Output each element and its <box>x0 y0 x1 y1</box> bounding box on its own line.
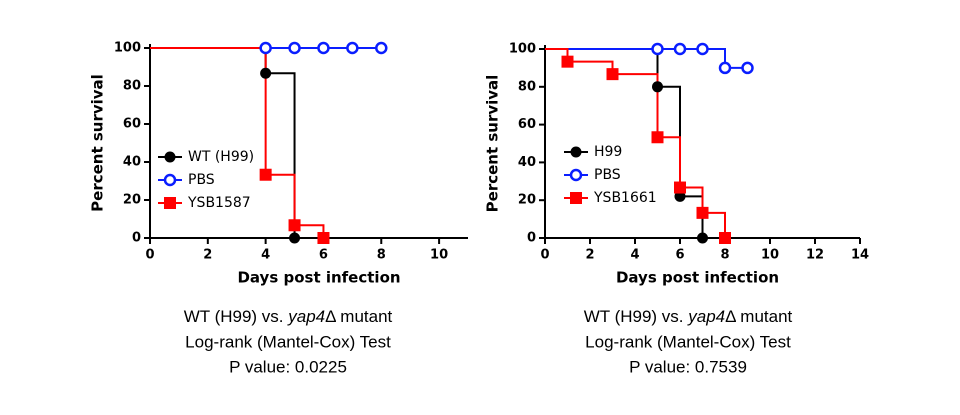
caption-part: WT (H99) vs. <box>184 307 289 326</box>
marker <box>164 151 176 163</box>
x-tick-label: 0 <box>145 248 154 263</box>
y-axis-label: Percent survival <box>89 74 107 212</box>
legend-label: WT (H99) <box>188 149 254 165</box>
y-tick-label: 80 <box>518 79 536 94</box>
marker <box>718 61 732 75</box>
marker <box>569 168 583 182</box>
marker <box>674 190 686 202</box>
y-axis-label: Percent survival <box>484 75 502 213</box>
x-tick-label: 8 <box>377 248 386 263</box>
caption-part: Δ mutant <box>325 307 392 326</box>
x-tick-label: 14 <box>851 248 869 263</box>
x-tick-label: 10 <box>761 248 779 263</box>
caption-part: yap4 <box>287 307 325 326</box>
marker <box>260 67 272 79</box>
marker <box>289 232 301 244</box>
x-tick-label: 6 <box>319 248 328 263</box>
marker <box>375 41 388 55</box>
marker <box>674 181 686 194</box>
marker <box>697 232 708 244</box>
marker <box>570 192 582 204</box>
marker <box>696 42 709 56</box>
y-tick-label: 100 <box>114 41 141 56</box>
marker <box>570 146 582 158</box>
y-tick-label: 40 <box>123 155 141 170</box>
marker <box>651 42 664 56</box>
x-axis-label: Days post infection <box>237 269 400 287</box>
marker <box>259 41 272 55</box>
marker <box>288 219 301 232</box>
x-tick-label: 4 <box>630 248 639 263</box>
legend-label: H99 <box>594 144 622 160</box>
marker <box>163 173 177 187</box>
y-tick-label: 80 <box>123 79 141 94</box>
marker <box>696 206 709 219</box>
legend-label: YSB1587 <box>187 195 251 211</box>
x-tick-label: 10 <box>430 248 448 263</box>
x-tick-label: 0 <box>540 248 549 263</box>
survival-line <box>545 48 748 69</box>
marker <box>561 55 574 68</box>
marker <box>719 232 731 244</box>
legend-label: PBS <box>188 172 215 188</box>
x-tick-label: 2 <box>203 248 212 263</box>
y-tick-label: 100 <box>509 42 536 57</box>
marker <box>164 197 176 209</box>
marker <box>346 41 359 55</box>
y-tick-label: 20 <box>518 193 536 208</box>
marker <box>259 168 272 181</box>
y-tick-label: 0 <box>527 231 536 246</box>
caption-line: Log-rank (Mantel-Cox) Test <box>185 332 391 351</box>
caption-part: WT (H99) vs. <box>584 307 689 326</box>
caption-line: Log-rank (Mantel-Cox) Test <box>585 332 791 351</box>
caption-part: yap4 <box>687 307 725 326</box>
marker <box>651 131 664 144</box>
caption-line: WT (H99) vs. yap4Δ mutant <box>184 307 393 326</box>
x-tick-label: 8 <box>720 248 729 263</box>
x-tick-label: 6 <box>675 248 684 263</box>
survival-line <box>545 48 704 238</box>
caption-line: P value: 0.7539 <box>629 357 747 376</box>
marker <box>673 42 687 56</box>
y-tick-label: 20 <box>123 193 141 208</box>
legend-label: PBS <box>594 167 621 183</box>
y-tick-label: 40 <box>518 155 536 170</box>
y-tick-label: 0 <box>132 231 141 246</box>
x-tick-label: 2 <box>585 248 594 263</box>
y-tick-label: 60 <box>123 117 141 132</box>
marker <box>317 232 330 244</box>
legend-label: YSB1661 <box>593 190 657 206</box>
x-tick-label: 4 <box>261 248 270 263</box>
y-tick-label: 60 <box>518 117 536 132</box>
x-axis-label: Days post infection <box>616 269 779 287</box>
marker <box>606 68 619 81</box>
marker <box>288 41 301 55</box>
caption-line: P value: 0.0225 <box>229 357 347 376</box>
x-tick-label: 12 <box>806 248 824 263</box>
marker <box>741 61 754 75</box>
caption-line: WT (H99) vs. yap4Δ mutant <box>584 307 793 326</box>
marker <box>652 81 663 93</box>
marker <box>317 41 330 55</box>
caption-part: Δ mutant <box>725 307 792 326</box>
